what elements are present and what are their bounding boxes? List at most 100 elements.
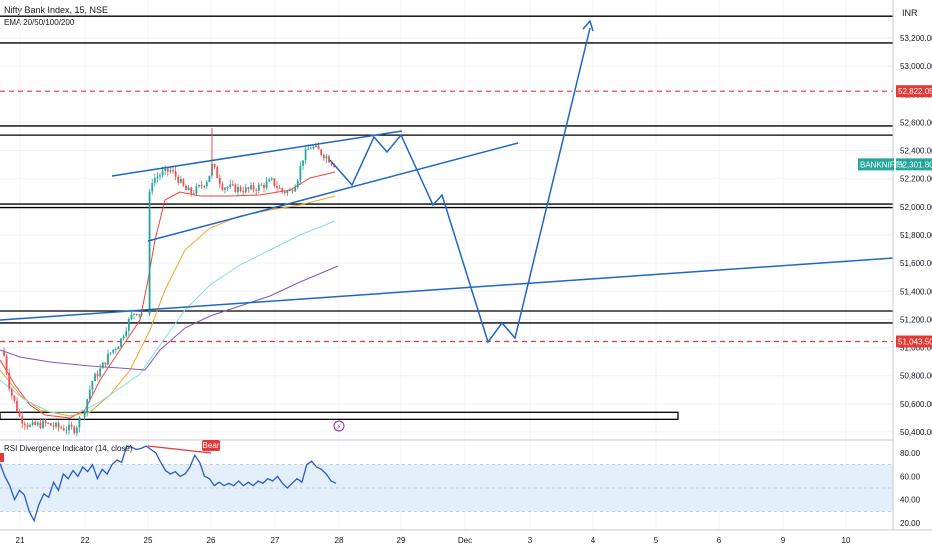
price-tick-8: 51,600.00 xyxy=(900,259,932,268)
candle-body-122 xyxy=(328,156,330,163)
candle-body-27 xyxy=(73,426,76,434)
candle-body-71 xyxy=(195,186,198,194)
long-trendline xyxy=(0,257,894,321)
candle-body-110 xyxy=(296,180,299,188)
candle-body-44 xyxy=(120,338,122,347)
candle-body-2 xyxy=(8,372,11,389)
candle-body-96 xyxy=(260,184,263,186)
candle-body-23 xyxy=(62,428,65,431)
candle-body-26 xyxy=(70,424,73,427)
candle-body-36 xyxy=(99,368,102,377)
candle-body-22 xyxy=(60,427,63,429)
candle-body-102 xyxy=(276,186,278,188)
time-tick-10: 5 xyxy=(654,536,659,545)
session-marker-icon xyxy=(333,420,345,432)
candle-body-106 xyxy=(286,190,289,193)
left-edge-marker xyxy=(0,453,4,462)
candle-body-67 xyxy=(185,185,187,191)
candle-body-5 xyxy=(16,400,18,412)
candle-body-119 xyxy=(320,149,323,155)
candle-body-83 xyxy=(226,187,229,189)
candle-body-40 xyxy=(109,352,112,354)
candle-body-86 xyxy=(234,184,237,193)
candle-body-89 xyxy=(242,191,245,193)
candle-body-45 xyxy=(122,336,125,339)
candle-body-82 xyxy=(224,187,226,190)
candle-body-116 xyxy=(312,147,315,149)
indicator-label: EMA 20/50/100/200 xyxy=(4,18,75,27)
candle-body-37 xyxy=(101,362,104,369)
candle-body-65 xyxy=(179,179,182,183)
ema200-line xyxy=(0,265,339,371)
rsi-tick-3: 20.00 xyxy=(900,519,921,528)
candle-body-47 xyxy=(127,318,130,331)
candle-body-75 xyxy=(205,182,208,187)
candle-body-18 xyxy=(49,423,52,426)
candle-body-94 xyxy=(255,189,258,191)
time-tick-13: 10 xyxy=(842,536,851,545)
candle-body-32 xyxy=(88,389,91,400)
candle-body-111 xyxy=(299,165,302,181)
bear-badge: Bear xyxy=(203,441,220,450)
price-tag-1: 52,301.80 xyxy=(898,160,932,169)
candle-body-4 xyxy=(13,395,16,401)
candle-body-16 xyxy=(44,420,47,423)
candlesticks xyxy=(3,128,336,437)
candle-body-109 xyxy=(294,187,297,192)
time-tick-11: 6 xyxy=(717,536,722,545)
candle-body-60 xyxy=(166,168,169,172)
candle-body-21 xyxy=(57,422,60,428)
candle-body-100 xyxy=(270,178,273,180)
candle-body-62 xyxy=(172,170,174,172)
currency-label[interactable]: INR xyxy=(902,8,918,18)
time-tick-5: 28 xyxy=(335,536,344,545)
candle-body-76 xyxy=(208,175,211,183)
bear-badge-bg xyxy=(202,440,220,451)
candle-body-14 xyxy=(39,422,42,428)
candle-body-59 xyxy=(164,168,167,171)
candle-body-0 xyxy=(3,350,5,357)
candle-body-51 xyxy=(138,314,141,316)
candle-body-3 xyxy=(10,388,13,396)
candle-body-31 xyxy=(86,399,89,412)
ema20-line xyxy=(0,171,336,419)
candle-body-92 xyxy=(250,185,252,190)
time-tick-9: 4 xyxy=(591,536,596,545)
candle-body-115 xyxy=(309,148,312,150)
horizontal-levels xyxy=(0,15,893,420)
candle-body-123 xyxy=(330,162,333,165)
candle-body-81 xyxy=(221,184,224,190)
session-marker-glyph: ⚡ xyxy=(337,423,342,431)
candle-body-121 xyxy=(325,156,328,159)
candle-body-8 xyxy=(23,423,26,426)
candle-body-19 xyxy=(52,425,55,427)
rsi-tick-1: 60.00 xyxy=(900,472,921,481)
price-tick-6: 52,000.00 xyxy=(900,203,932,212)
candle-body-7 xyxy=(21,416,24,424)
grid xyxy=(0,0,893,530)
candle-body-69 xyxy=(190,187,193,194)
price-tick-10: 51,200.00 xyxy=(900,315,932,324)
candle-body-117 xyxy=(315,145,317,148)
candle-body-25 xyxy=(68,424,70,431)
candle-body-72 xyxy=(198,185,200,187)
price-tag-2: 51,043.50 xyxy=(898,338,932,347)
candle-body-104 xyxy=(281,188,284,192)
candle-body-58 xyxy=(161,170,164,176)
candle-body-13 xyxy=(36,422,39,425)
candle-body-103 xyxy=(278,187,281,189)
price-tag-bg-2 xyxy=(896,335,932,348)
candle-body-61 xyxy=(169,170,172,172)
candle-body-113 xyxy=(304,149,307,161)
candle-body-66 xyxy=(182,179,185,186)
candle-body-68 xyxy=(187,187,190,191)
candle-body-33 xyxy=(91,381,94,390)
candle-body-93 xyxy=(252,185,255,190)
candle-body-29 xyxy=(78,417,81,428)
rsi-band xyxy=(0,439,893,512)
time-tick-8: 3 xyxy=(528,536,533,545)
candle-body-101 xyxy=(273,178,276,187)
candle-body-88 xyxy=(239,186,242,192)
